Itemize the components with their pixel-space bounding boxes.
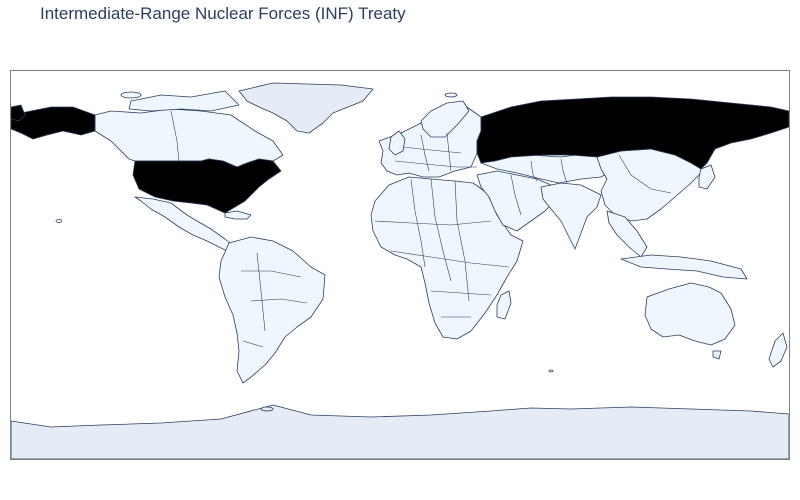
canada: [94, 108, 284, 168]
islands: [55, 91, 554, 412]
greenland: [238, 82, 374, 134]
tasmania: [712, 350, 722, 360]
country-borders: [170, 110, 672, 348]
russia-far-east-edge[interactable]: [11, 104, 26, 122]
australia: [644, 282, 736, 346]
russia[interactable]: [476, 96, 789, 170]
world-map[interactable]: [10, 70, 790, 460]
india-south-asia: [540, 182, 602, 250]
japan: [698, 164, 716, 190]
scandinavia: [420, 100, 470, 138]
south-america: [218, 236, 326, 384]
indonesia-philippines: [620, 254, 748, 280]
africa: [370, 176, 524, 340]
middle-east: [476, 170, 560, 232]
antarctica: [11, 404, 789, 459]
canadian-arctic-islands: [128, 90, 240, 112]
caribbean: [224, 210, 252, 220]
new-zealand: [768, 332, 788, 368]
alaska[interactable]: [11, 106, 96, 140]
map-title: Intermediate-Range Nuclear Forces (INF) …: [40, 4, 406, 23]
united-states[interactable]: [132, 158, 282, 214]
madagascar: [496, 290, 512, 320]
uk-ireland: [388, 130, 406, 156]
